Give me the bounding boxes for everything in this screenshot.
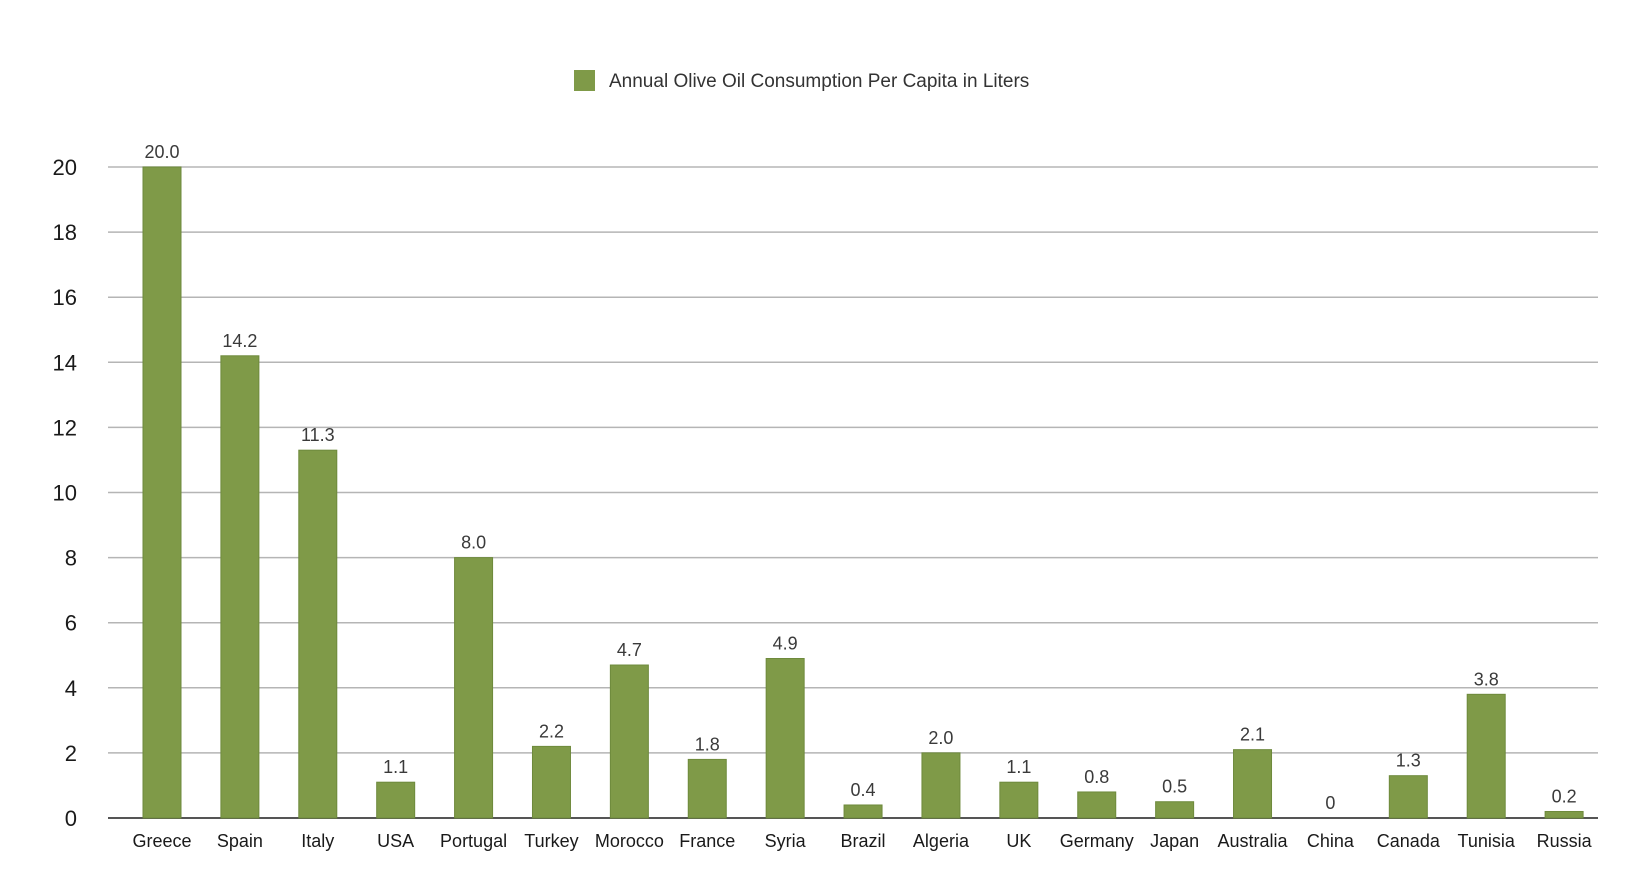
x-category-label: Greece [132, 831, 191, 851]
x-category-label: France [679, 831, 735, 851]
y-tick-label: 4 [65, 676, 77, 701]
bar-australia [1233, 749, 1273, 819]
bar-canada [1388, 775, 1428, 819]
x-category-label: Spain [217, 831, 263, 851]
data-label-china: 0 [1325, 793, 1335, 813]
bar-algeria [921, 752, 961, 819]
y-axis-ticks: 0 2 4 6 8 10 12 14 16 18 20 [53, 155, 77, 831]
data-label-canada: 1.3 [1396, 751, 1421, 771]
x-category-label: Germany [1060, 831, 1134, 851]
bar-brazil [843, 804, 883, 819]
bar-russia [1544, 810, 1584, 819]
data-label-spain: 14.2 [222, 331, 257, 351]
x-category-label: UK [1006, 831, 1031, 851]
data-label-usa: 1.1 [383, 757, 408, 777]
x-category-label: Syria [765, 831, 807, 851]
x-category-label: Japan [1150, 831, 1199, 851]
legend-label: Annual Olive Oil Consumption Per Capita … [609, 71, 1029, 92]
bar-greece [142, 166, 182, 819]
x-category-label: Canada [1377, 831, 1441, 851]
data-label-russia: 0.2 [1552, 786, 1577, 806]
y-tick-label: 10 [53, 481, 77, 506]
x-category-label: USA [377, 831, 414, 851]
data-label-brazil: 0.4 [851, 780, 876, 800]
x-category-label: Brazil [841, 831, 886, 851]
bar-spain [220, 355, 260, 819]
y-tick-label: 12 [53, 415, 77, 440]
data-label-germany: 0.8 [1084, 767, 1109, 787]
bar-portugal [454, 557, 494, 819]
bars [142, 166, 1584, 819]
data-label-japan: 0.5 [1162, 777, 1187, 797]
gridlines [108, 166, 1598, 819]
bar-tunisia [1466, 693, 1506, 819]
data-label-france: 1.8 [695, 734, 720, 754]
y-tick-label: 6 [65, 611, 77, 636]
bar-usa [376, 781, 416, 819]
data-labels: 20.0 14.2 11.3 1.1 8.0 2.2 4.7 1.8 4.9 0.4 2.0 1.1 0… [144, 142, 1576, 813]
bar-morocco [609, 664, 649, 819]
y-tick-label: 14 [53, 350, 77, 375]
y-tick-label: 18 [53, 220, 77, 245]
bar-france [687, 758, 727, 819]
y-tick-label: 8 [65, 546, 77, 571]
data-label-italy: 11.3 [301, 425, 335, 445]
bar-italy [298, 449, 338, 819]
data-label-syria: 4.9 [773, 634, 798, 654]
x-category-label: Morocco [595, 831, 664, 851]
x-category-label: Portugal [440, 831, 507, 851]
data-label-turkey: 2.2 [539, 721, 564, 741]
data-label-australia: 2.1 [1240, 725, 1265, 745]
bar-germany [1077, 791, 1117, 819]
y-tick-label: 16 [53, 285, 77, 310]
x-axis-categories: Greece Spain Italy USA Portugal Turkey Morocco… [132, 831, 1592, 851]
data-label-portugal: 8.0 [461, 533, 486, 553]
x-category-label: Turkey [524, 831, 578, 851]
x-category-label: Russia [1537, 831, 1593, 851]
legend-swatch [574, 70, 595, 91]
y-tick-label: 20 [53, 155, 77, 180]
x-category-label: Algeria [913, 831, 970, 851]
x-category-label: China [1307, 831, 1355, 851]
data-label-greece: 20.0 [144, 142, 179, 162]
y-tick-label: 0 [65, 806, 77, 831]
legend: Annual Olive Oil Consumption Per Capita … [574, 70, 1029, 92]
data-label-algeria: 2.0 [928, 728, 953, 748]
data-label-tunisia: 3.8 [1474, 669, 1499, 689]
bar-syria [765, 658, 805, 819]
data-label-uk: 1.1 [1006, 757, 1031, 777]
bar-uk [999, 781, 1039, 819]
x-category-label: Australia [1218, 831, 1289, 851]
x-category-label: Tunisia [1458, 831, 1516, 851]
bar-japan [1155, 801, 1195, 819]
x-category-label: Italy [301, 831, 334, 851]
y-tick-label: 2 [65, 741, 77, 766]
bar-turkey [531, 745, 571, 819]
data-label-morocco: 4.7 [617, 640, 642, 660]
